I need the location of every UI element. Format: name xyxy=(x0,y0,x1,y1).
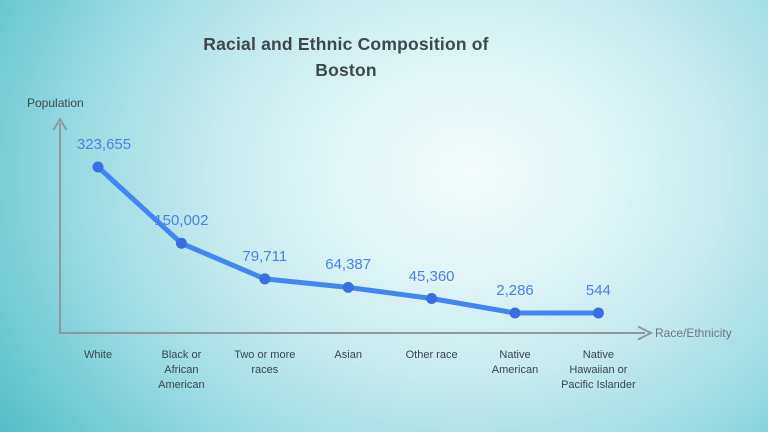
x-tick-label-3: Asian xyxy=(334,349,362,361)
y-axis xyxy=(52,117,68,334)
data-point-2 xyxy=(259,273,271,285)
value-label-6: 544 xyxy=(585,282,611,299)
data-point-6 xyxy=(592,307,604,319)
value-label-5: 2,286 xyxy=(496,282,534,299)
value-label-4: 45,360 xyxy=(408,267,455,285)
data-points xyxy=(92,161,604,319)
x-axis xyxy=(60,325,654,341)
data-point-3 xyxy=(342,281,354,293)
data-point-1 xyxy=(175,237,187,249)
x-tick-label-1: Black or African American xyxy=(158,349,205,391)
value-label-2: 79,711 xyxy=(242,247,288,265)
value-label-1: 150,002 xyxy=(154,212,209,230)
value-label-0: 323,655 xyxy=(76,136,132,153)
chart-title: Racial and Ethnic Composition of Boston xyxy=(203,34,489,80)
value-label-3: 64,387 xyxy=(325,256,372,274)
x-tick-label-2: Two or more races xyxy=(234,349,296,376)
data-point-4 xyxy=(426,293,438,305)
x-tick-label-6: Native Hawaiian or Pacific Islander xyxy=(561,349,636,391)
x-tick-label-5: Native American xyxy=(491,349,539,376)
x-axis-label: Race/Ethnicity xyxy=(655,326,732,340)
x-tick-label-0: White xyxy=(83,349,113,361)
x-tick-label-4: Other race xyxy=(405,349,458,361)
data-point-0 xyxy=(92,161,104,173)
y-axis-label: Population xyxy=(27,96,84,110)
data-point-5 xyxy=(509,307,521,319)
